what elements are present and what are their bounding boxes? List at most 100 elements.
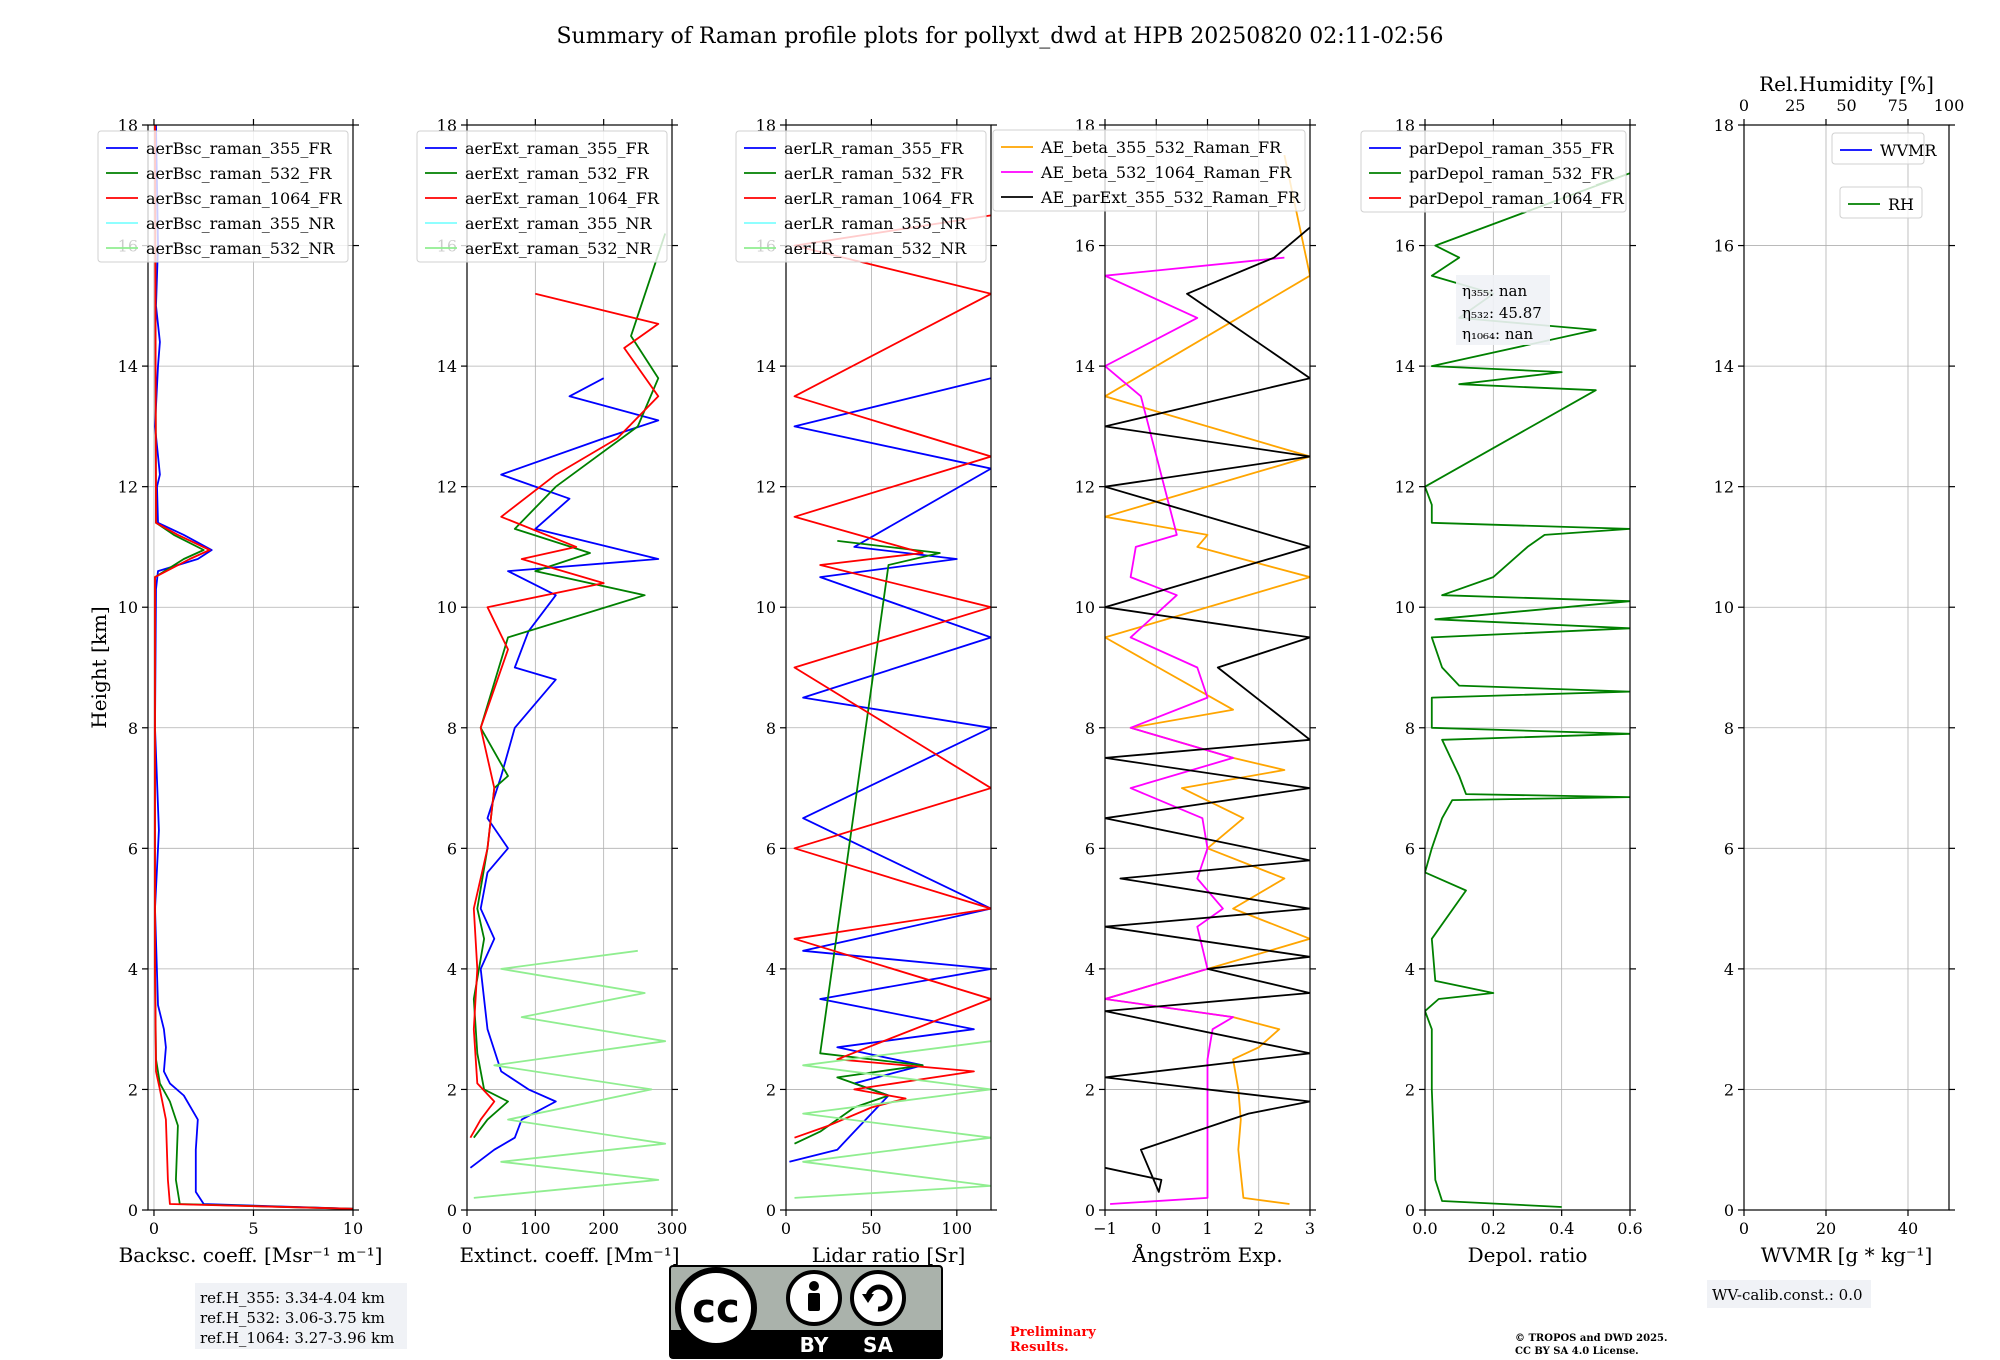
y-tick-label: 6 [1724, 839, 1734, 858]
x-tick-label: 0.0 [1412, 1219, 1437, 1238]
y-tick-label: 18 [756, 116, 776, 135]
x-axis-label-depol: Depol. ratio [1468, 1243, 1588, 1267]
y-tick-label: 16 [1395, 237, 1415, 256]
legend-entry-aerLR_raman_532_NR: aerLR_raman_532_NR [784, 239, 967, 258]
top-x-tick-label: 100 [1934, 96, 1965, 115]
panel-wv: 0 20 40 0 2 4 6 8 10 12 14 16 18 0 25 50 75 100Rel.Humidi… [1714, 72, 1965, 1267]
series-line-aerLR_raman_532_FR [794, 540, 941, 1145]
legend-entry-aerExt_raman_355_NR: aerExt_raman_355_NR [465, 214, 653, 233]
legend-bsc: aerBsc_raman_355_FR aerBsc_raman_532_FRae… [97, 130, 349, 263]
y-tick-label: 8 [128, 719, 138, 738]
y-tick-label: 2 [1405, 1080, 1415, 1099]
legend-ext: aerExt_raman_355_FR aerExt_raman_532_FRae… [416, 130, 668, 263]
legend-entry-aerBsc_raman_532_NR: aerBsc_raman_532_NR [146, 239, 335, 258]
y-tick-label: 8 [1085, 719, 1095, 738]
y-axis-label: Height [km] [87, 606, 111, 728]
x-axis-label-ae: Ångström Exp. [1131, 1242, 1282, 1267]
y-tick-label: 2 [128, 1080, 138, 1099]
legend-entry-aerExt_raman_1064_FR: aerExt_raman_1064_FR [465, 189, 660, 208]
y-tick-label: 8 [766, 719, 776, 738]
cc-license-logo: cc BY SA [669, 1265, 943, 1359]
cc-sa-share-icon [850, 1270, 906, 1326]
legend-entry-parDepol_raman_532_FR: parDepol_raman_532_FR [1409, 164, 1615, 183]
y-tick-label: 14 [756, 357, 776, 376]
axes-frame-ext [466, 124, 673, 1211]
y-tick-label: 0 [128, 1201, 138, 1220]
y-tick-label: 10 [1395, 598, 1415, 617]
eta-box-background [1456, 275, 1550, 345]
cc-circle-icon [675, 1267, 757, 1349]
y-tick-label: 14 [118, 357, 138, 376]
x-tick-label: 200 [588, 1219, 619, 1238]
y-tick-label: 10 [1714, 598, 1734, 617]
figure-title: Summary of Raman profile plots for polly… [556, 24, 1443, 49]
series-line-parDepol_raman_532_FR [1425, 172, 1630, 1208]
cc-by-person-body [808, 1293, 820, 1311]
cc-sa-label: SA [863, 1333, 893, 1357]
y-tick-label: 10 [756, 598, 776, 617]
eta-1064-text: η₁₀₆₄: nan [1462, 325, 1533, 343]
cc-sa-arrow-arc [865, 1284, 893, 1312]
x-tick-label: 0 [149, 1219, 159, 1238]
legend-entry-AE_parExt_355_532_Raman_FR: AE_parExt_355_532_Raman_FR [1040, 188, 1301, 207]
x-tick-label: 20 [1816, 1219, 1836, 1238]
y-tick-label: 4 [447, 960, 457, 979]
legend-entry-AE_beta_355_532_Raman_FR: AE_beta_355_532_Raman_FR [1040, 138, 1282, 157]
preliminary-text-line1: Preliminary [1010, 1325, 1096, 1340]
y-tick-label: 4 [1085, 960, 1095, 979]
cc-by-label: BY [800, 1333, 829, 1357]
legend-box-ae [992, 129, 1306, 212]
y-tick-label: 18 [1714, 116, 1734, 135]
x-tick-label: 100 [520, 1219, 551, 1238]
axes-frame-bsc [147, 124, 354, 1211]
y-tick-label: 2 [766, 1080, 776, 1099]
y-tick-label: 18 [437, 116, 457, 135]
y-tick-label: 0 [1405, 1201, 1415, 1220]
y-tick-label: 6 [766, 839, 776, 858]
legend-entry-parDepol_raman_355_FR: parDepol_raman_355_FR [1409, 139, 1615, 158]
y-tick-label: 18 [118, 116, 138, 135]
wv-calib-text: WV-calib.const.: 0.0 [1712, 1286, 1863, 1304]
legend-entry-aerExt_raman_355_FR: aerExt_raman_355_FR [465, 139, 650, 158]
y-tick-label: 12 [1075, 478, 1095, 497]
y-tick-label: 4 [128, 960, 138, 979]
series-line-aerBsc_raman_1064_FR [154, 125, 353, 1210]
series-line-aerLR_raman_355_FR [789, 377, 991, 1163]
series-line-aerExt_raman_1064_FR [469, 292, 660, 1139]
series-group-bsc [154, 125, 353, 1210]
copyright-text-line1: © TROPOS and DWD 2025. [1515, 1333, 1667, 1344]
legend2-entry-RH: RH [1888, 195, 1914, 214]
x-tick-label: 0.2 [1481, 1219, 1506, 1238]
legend-box-lr [735, 130, 987, 263]
cc-logo-text: cc [692, 1286, 739, 1332]
ticks-bsc: 0510024681012141618 [118, 116, 364, 1238]
legend-entry-aerLR_raman_355_NR: aerLR_raman_355_NR [784, 214, 967, 233]
legend-entry-AE_beta_532_1064_Raman_FR: AE_beta_532_1064_Raman_FR [1040, 163, 1292, 182]
y-tick-label: 14 [1714, 357, 1734, 376]
panel-bsc: 0510024681012141618Backsc. coeff. [Msr⁻¹… [87, 116, 382, 1267]
x-axis-label-lr: Lidar ratio [Sr] [812, 1243, 966, 1267]
legend2-box-wv [1839, 186, 1923, 219]
legend-ae: AE_beta_355_532_Raman_FR AE_beta_532_1064… [992, 129, 1306, 212]
x-tick-label: 5 [248, 1219, 258, 1238]
ticks-wv: 0 20 40 0 2 4 6 8 10 12 14 16 18 0 25 50 75 100 [1714, 96, 1965, 1238]
annotations: η₃₅₅: nan η₅₃₂: 45.87 η₁₀₆₄: nan ref.H_3… [195, 275, 1871, 1359]
x-tick-label: 10 [343, 1219, 363, 1238]
y-tick-label: 12 [437, 478, 457, 497]
y-tick-label: 6 [128, 839, 138, 858]
axes-frame-depol [1424, 124, 1631, 1211]
y-tick-label: 14 [1395, 357, 1415, 376]
x-tick-label: 300 [657, 1219, 688, 1238]
legend-box-depol [1360, 130, 1627, 213]
y-tick-label: 4 [1724, 960, 1734, 979]
refh-532-text: ref.H_532: 3.06-3.75 km [200, 1309, 385, 1327]
panel-ext: 0100200300024681012141618Extinct. coeff.… [416, 116, 688, 1267]
panel-depol: 0.0 0.2 0.4 0.6 0 2 4 6 8 10 12 14 16 18 Depol. ratio p… [1360, 116, 1643, 1267]
legend-entry-aerExt_raman_532_FR: aerExt_raman_532_FR [465, 164, 650, 183]
refh-355-text: ref.H_355: 3.34-4.04 km [200, 1289, 385, 1307]
series-line-aerExt_raman_355_FR [469, 377, 660, 1169]
reference-height-background [195, 1283, 407, 1349]
legend-depol: parDepol_raman_355_FR parDepol_raman_532_… [1360, 130, 1627, 213]
